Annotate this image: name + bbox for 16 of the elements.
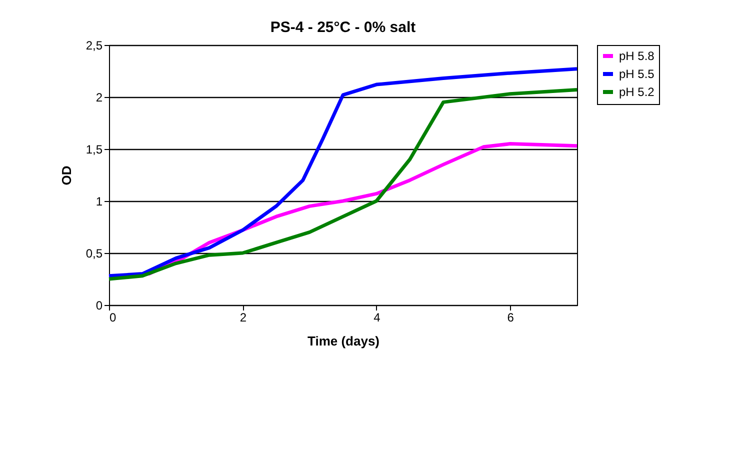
y-tick-label: 0,5 bbox=[86, 246, 103, 260]
y-tick-label: 1 bbox=[96, 194, 103, 208]
x-axis-title: Time (days) bbox=[307, 334, 380, 348]
y-tick-label: 0 bbox=[96, 298, 103, 312]
y-axis-title: OD bbox=[58, 166, 74, 186]
legend-label: pH 5.2 bbox=[619, 85, 655, 99]
x-tick-label: 6 bbox=[507, 310, 514, 324]
x-tick-label: 4 bbox=[374, 310, 381, 324]
x-tick-label: 0 bbox=[110, 310, 116, 324]
x-tick-label: 2 bbox=[240, 310, 247, 324]
y-tick-label: 2,5 bbox=[86, 38, 103, 52]
chart-title: PS-4 - 25°C - 0% salt bbox=[270, 19, 416, 36]
y-tick-label: 2 bbox=[96, 90, 103, 104]
legend-label: pH 5.5 bbox=[619, 67, 655, 81]
y-tick-label: 1,5 bbox=[86, 142, 103, 156]
legend-label: pH 5.8 bbox=[619, 49, 655, 63]
